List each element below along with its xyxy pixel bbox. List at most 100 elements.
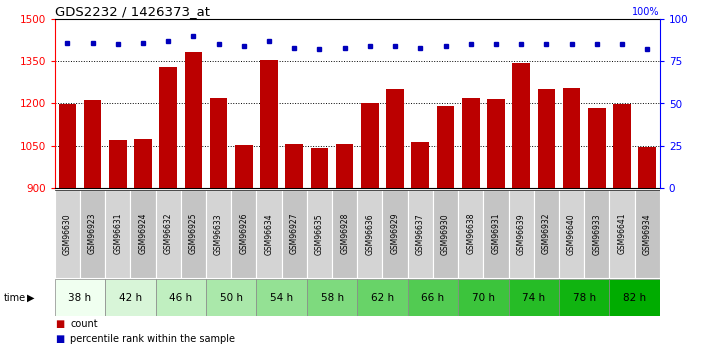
Bar — [206, 190, 231, 278]
Bar — [412, 141, 429, 188]
Bar — [257, 190, 282, 278]
Text: GSM96639: GSM96639 — [517, 213, 525, 255]
Bar — [332, 190, 358, 278]
Text: 82 h: 82 h — [623, 293, 646, 303]
Bar — [80, 190, 105, 278]
Bar — [307, 279, 358, 316]
Bar — [336, 144, 353, 188]
Text: GSM96630: GSM96630 — [63, 213, 72, 255]
Text: GDS2232 / 1426373_at: GDS2232 / 1426373_at — [55, 5, 210, 18]
Text: 74 h: 74 h — [522, 293, 545, 303]
Text: ■: ■ — [55, 334, 64, 344]
Bar — [458, 279, 508, 316]
Bar — [156, 279, 206, 316]
Text: 54 h: 54 h — [270, 293, 293, 303]
Bar — [609, 190, 635, 278]
Text: GSM96928: GSM96928 — [340, 213, 349, 254]
Text: percentile rank within the sample: percentile rank within the sample — [70, 334, 235, 344]
Bar — [285, 144, 303, 188]
Bar — [307, 190, 332, 278]
Bar — [358, 190, 383, 278]
Text: count: count — [70, 319, 98, 329]
Bar — [508, 190, 534, 278]
Bar — [105, 279, 156, 316]
Bar — [559, 279, 609, 316]
Text: GSM96632: GSM96632 — [164, 213, 173, 255]
Bar — [55, 279, 105, 316]
Bar — [84, 100, 102, 188]
Text: GSM96927: GSM96927 — [290, 213, 299, 255]
Bar — [156, 190, 181, 278]
Bar — [508, 279, 559, 316]
Text: GSM96933: GSM96933 — [592, 213, 602, 255]
Bar — [458, 190, 483, 278]
Text: GSM96636: GSM96636 — [365, 213, 375, 255]
Bar — [311, 148, 328, 188]
Text: GSM96640: GSM96640 — [567, 213, 576, 255]
Bar — [159, 67, 177, 188]
Bar — [638, 147, 656, 188]
Text: 38 h: 38 h — [68, 293, 92, 303]
Text: 62 h: 62 h — [371, 293, 394, 303]
Bar — [260, 60, 278, 188]
Bar — [257, 279, 307, 316]
Text: 42 h: 42 h — [119, 293, 142, 303]
Text: ▶: ▶ — [27, 293, 35, 303]
Bar — [206, 279, 257, 316]
Text: GSM96641: GSM96641 — [617, 213, 626, 255]
Bar — [487, 99, 505, 188]
Text: 46 h: 46 h — [169, 293, 193, 303]
Bar — [358, 279, 407, 316]
Text: GSM96635: GSM96635 — [315, 213, 324, 255]
Bar — [134, 139, 152, 188]
Bar — [55, 190, 80, 278]
Bar — [538, 89, 555, 188]
Bar — [462, 98, 479, 188]
Bar — [210, 98, 228, 188]
Bar — [613, 104, 631, 188]
Bar — [407, 190, 433, 278]
Bar — [513, 63, 530, 188]
Bar — [483, 190, 508, 278]
Bar — [185, 52, 202, 188]
Text: GSM96923: GSM96923 — [88, 213, 97, 255]
Bar — [105, 190, 130, 278]
Bar — [181, 190, 206, 278]
Text: GSM96932: GSM96932 — [542, 213, 551, 255]
Bar — [635, 190, 660, 278]
Bar — [130, 190, 156, 278]
Text: GSM96631: GSM96631 — [113, 213, 122, 255]
Bar — [383, 190, 407, 278]
Text: GSM96924: GSM96924 — [139, 213, 147, 255]
Bar — [609, 279, 660, 316]
Bar — [588, 108, 606, 188]
Text: 66 h: 66 h — [422, 293, 444, 303]
Bar — [109, 140, 127, 188]
Bar — [235, 145, 252, 188]
Text: GSM96925: GSM96925 — [189, 213, 198, 255]
Bar — [58, 104, 76, 188]
Text: GSM96633: GSM96633 — [214, 213, 223, 255]
Text: GSM96934: GSM96934 — [643, 213, 652, 255]
Text: GSM96926: GSM96926 — [240, 213, 248, 255]
Text: GSM96637: GSM96637 — [416, 213, 424, 255]
Bar — [361, 103, 379, 188]
Text: 58 h: 58 h — [321, 293, 343, 303]
Text: GSM96930: GSM96930 — [441, 213, 450, 255]
Text: 78 h: 78 h — [572, 293, 596, 303]
Bar — [584, 190, 609, 278]
Bar — [559, 190, 584, 278]
Bar — [437, 106, 454, 188]
Text: ■: ■ — [55, 319, 64, 329]
Bar — [562, 88, 580, 188]
Bar — [386, 89, 404, 188]
Text: 100%: 100% — [632, 7, 660, 17]
Bar — [282, 190, 307, 278]
Bar — [407, 279, 458, 316]
Bar — [433, 190, 458, 278]
Bar — [534, 190, 559, 278]
Text: time: time — [4, 293, 26, 303]
Text: GSM96638: GSM96638 — [466, 213, 475, 255]
Text: GSM96634: GSM96634 — [264, 213, 274, 255]
Bar — [231, 190, 257, 278]
